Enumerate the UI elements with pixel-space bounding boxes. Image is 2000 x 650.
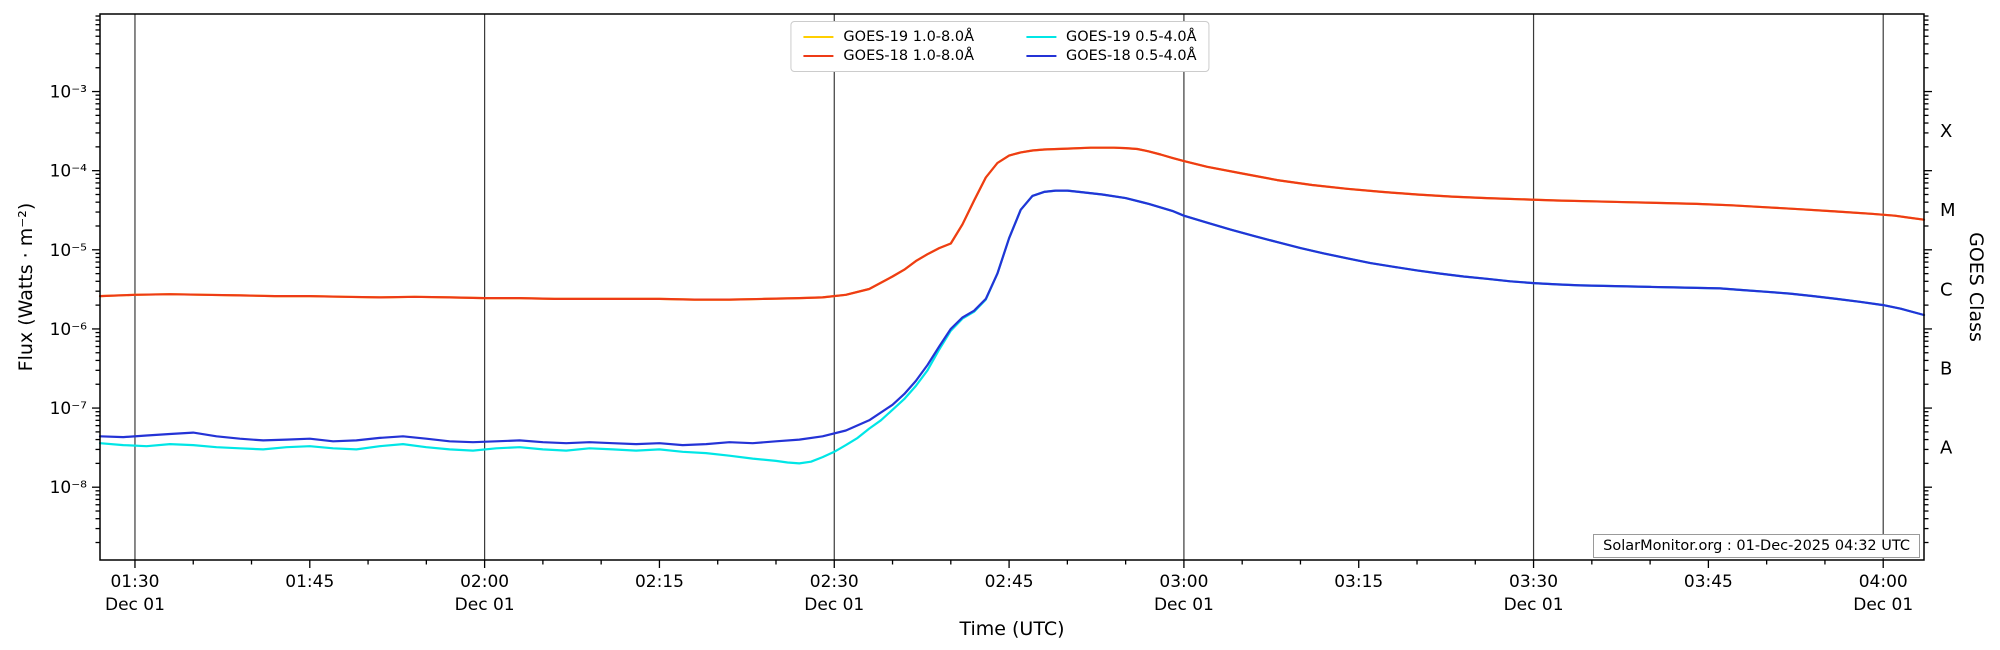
svg-text:B: B [1940,359,1952,380]
legend: GOES-19 1.0-8.0Å GOES-19 0.5-4.0Å GOES-18 … [790,21,1210,72]
svg-text:Dec 01: Dec 01 [455,595,515,615]
svg-text:02:45: 02:45 [985,572,1034,592]
series-lines [98,146,1926,465]
legend-label: GOES-19 0.5-4.0Å [1066,29,1197,45]
svg-text:10⁻⁵: 10⁻⁵ [50,241,87,261]
svg-text:10⁻⁷: 10⁻⁷ [50,399,88,419]
svg-text:X: X [1940,121,1952,142]
svg-text:10⁻⁶: 10⁻⁶ [50,320,88,340]
svg-text:02:15: 02:15 [635,572,684,592]
svg-text:Dec 01: Dec 01 [1154,595,1214,615]
legend-item: GOES-18 1.0-8.0Å [803,48,974,64]
svg-text:01:45: 01:45 [285,572,334,592]
series-line [98,189,1926,447]
svg-text:C: C [1940,279,1953,300]
y-axis-label-flux: Flux (Watts · m⁻²) [15,202,37,372]
svg-text:01:30: 01:30 [110,572,159,592]
svg-text:Dec 01: Dec 01 [105,595,165,615]
svg-text:Dec 01: Dec 01 [1853,595,1913,615]
solarmonitor-annotation: SolarMonitor.org : 01-Dec-2025 04:32 UTC [1593,534,1920,558]
legend-item: GOES-19 1.0-8.0Å [803,29,974,45]
plot-border [99,13,1925,561]
legend-line-swatch [1026,54,1056,58]
y-axis-label-goes-class: GOES Class [1965,232,1987,342]
svg-text:10⁻³: 10⁻³ [50,83,87,103]
goes-class-labels: X M C B A [1940,121,1956,459]
svg-text:03:00: 03:00 [1159,572,1208,592]
legend-line-swatch [803,54,834,58]
svg-text:10⁻⁸: 10⁻⁸ [50,478,88,498]
svg-text:03:30: 03:30 [1509,572,1558,592]
legend-line-swatch [1026,35,1056,39]
legend-label: GOES-19 1.0-8.0Å [843,29,974,45]
svg-text:10⁻⁴: 10⁻⁴ [50,162,88,182]
legend-line-swatch [803,35,834,39]
svg-text:A: A [1940,438,1953,459]
svg-text:Dec 01: Dec 01 [1504,595,1564,615]
svg-text:03:45: 03:45 [1684,572,1733,592]
svg-text:Dec 01: Dec 01 [804,595,864,615]
svg-text:02:00: 02:00 [460,572,509,592]
svg-text:M: M [1940,200,1956,221]
axis-ticks [92,15,1932,568]
x-axis-label-time: Time (UTC) [959,618,1065,640]
legend-label: GOES-18 0.5-4.0Å [1066,48,1197,64]
svg-text:02:30: 02:30 [810,572,859,592]
legend-item: GOES-19 0.5-4.0Å [1026,29,1197,45]
legend-label: GOES-18 1.0-8.0Å [843,48,974,64]
tick-labels: 01:30 Dec 01 01:45 02:00 Dec 01 02:15 02:30 Dec… [50,83,1914,615]
gridlines [134,14,1884,560]
legend-item: GOES-18 0.5-4.0Å [1026,48,1197,64]
svg-text:03:15: 03:15 [1334,572,1383,592]
series-line [98,146,1926,301]
series-line [98,146,1926,301]
svg-text:04:00: 04:00 [1859,572,1908,592]
